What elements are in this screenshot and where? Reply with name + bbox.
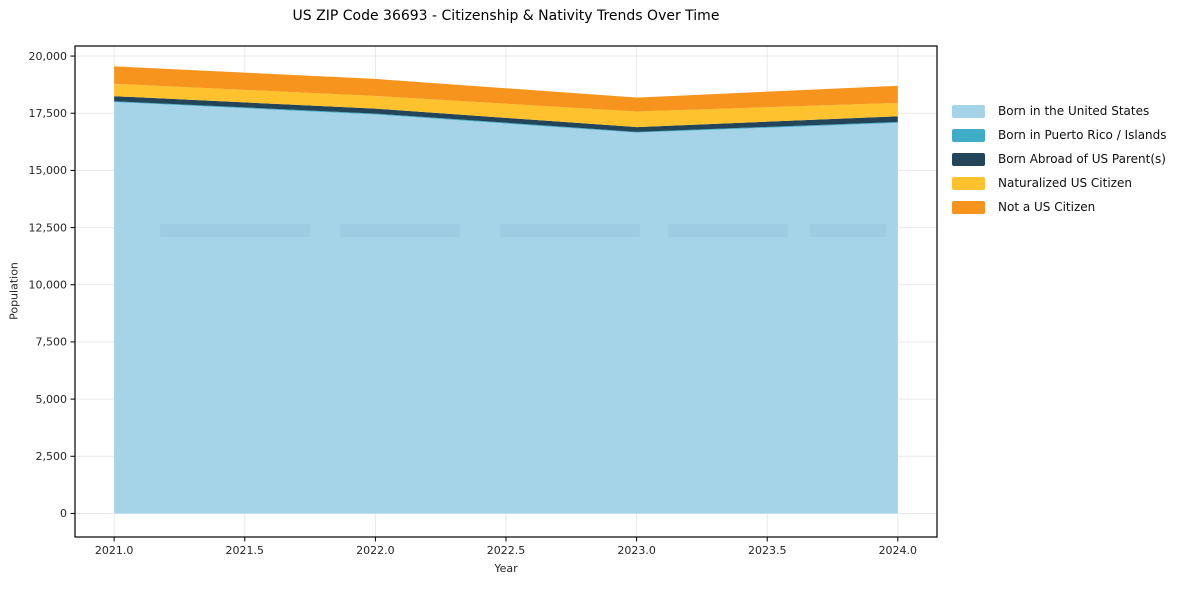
y-tick-label: 5,000 xyxy=(36,393,68,406)
watermark xyxy=(810,224,886,237)
x-tick-label: 2021.5 xyxy=(226,544,265,557)
x-tick-label: 2023.0 xyxy=(617,544,656,557)
watermark xyxy=(340,224,460,237)
legend-label: Naturalized US Citizen xyxy=(998,176,1132,190)
y-tick-label: 12,500 xyxy=(29,221,68,234)
legend-swatch-born-in-us xyxy=(952,104,985,118)
area-born-in-us xyxy=(114,102,898,514)
y-tick-label: 15,000 xyxy=(29,164,68,177)
y-tick-label: 0 xyxy=(60,507,67,520)
watermark xyxy=(160,224,310,237)
legend-item-born-in-us: Born in the United States xyxy=(952,99,1167,123)
x-tick-label: 2024.0 xyxy=(879,544,918,557)
legend: Born in the United States Born in Puerto … xyxy=(952,99,1167,219)
y-tick-label: 10,000 xyxy=(29,279,68,292)
legend-label: Not a US Citizen xyxy=(998,200,1096,214)
x-tick-label: 2022.0 xyxy=(356,544,395,557)
y-tick-label: 17,500 xyxy=(29,107,68,120)
legend-label: Born Abroad of US Parent(s) xyxy=(998,152,1166,166)
legend-swatch-naturalized xyxy=(952,176,985,190)
y-tick-label: 20,000 xyxy=(29,50,68,63)
x-axis-label: Year xyxy=(494,562,518,575)
chart-title: US ZIP Code 36693 - Citizenship & Nativi… xyxy=(292,8,720,24)
area-naturalized xyxy=(114,83,898,128)
legend-swatch-not-citizen xyxy=(952,200,985,214)
y-tick-label: 7,500 xyxy=(36,336,68,349)
watermark xyxy=(668,224,788,237)
area-not-citizen xyxy=(114,66,898,112)
x-tick-label: 2022.5 xyxy=(487,544,526,557)
legend-item-born-pr-islands: Born in Puerto Rico / Islands xyxy=(952,123,1167,147)
legend-item-not-citizen: Not a US Citizen xyxy=(952,195,1167,219)
legend-label: Born in the United States xyxy=(998,104,1150,118)
legend-swatch-born-abroad xyxy=(952,152,985,166)
legend-item-born-abroad: Born Abroad of US Parent(s) xyxy=(952,147,1167,171)
legend-item-naturalized: Naturalized US Citizen xyxy=(952,171,1167,195)
y-tick-label: 2,500 xyxy=(36,450,68,463)
legend-swatch-born-pr-islands xyxy=(952,128,985,142)
x-tick-label: 2021.0 xyxy=(95,544,134,557)
x-tick-label: 2023.5 xyxy=(748,544,787,557)
watermark xyxy=(500,224,640,237)
y-axis-label: Population xyxy=(7,262,21,320)
legend-label: Born in Puerto Rico / Islands xyxy=(998,128,1167,142)
